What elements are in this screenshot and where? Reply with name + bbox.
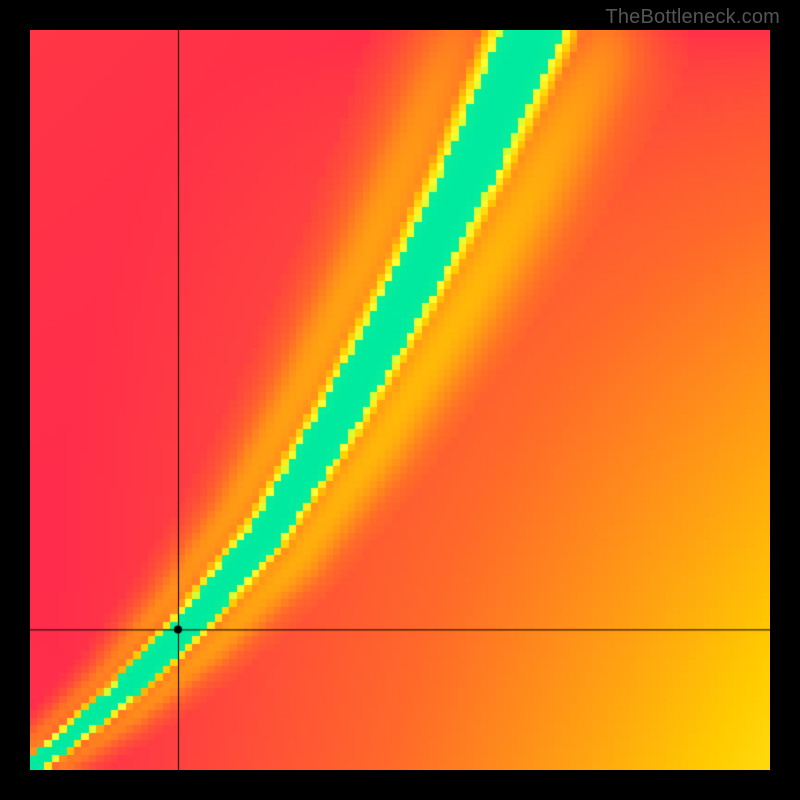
heatmap-plot <box>30 30 770 770</box>
heatmap-canvas <box>30 30 770 770</box>
chart-root: TheBottleneck.com <box>0 0 800 800</box>
watermark-text: TheBottleneck.com <box>605 6 780 29</box>
